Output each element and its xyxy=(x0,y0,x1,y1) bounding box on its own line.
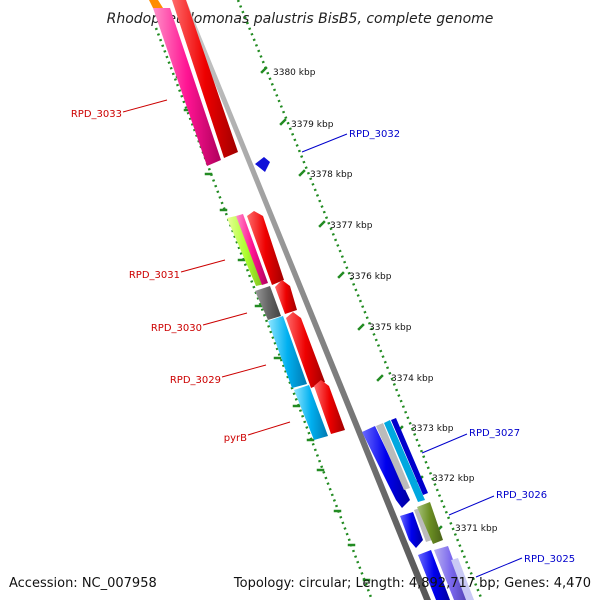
kbp-label: 3372 kbp xyxy=(432,474,475,484)
kbp-label: 3374 kbp xyxy=(391,374,434,384)
genome-summary-text: Topology: circular; Length: 4,892,717 bp… xyxy=(233,576,591,591)
kbp-label: 3377 kbp xyxy=(330,221,373,231)
accession-text: Accession: NC_007958 xyxy=(9,576,157,591)
gene-orange-segment xyxy=(149,0,163,8)
gene-label-rpd3027[interactable]: RPD_3027 xyxy=(469,428,520,439)
kbp-label: 3376 kbp xyxy=(349,272,392,282)
gene-label-rpd3029[interactable]: RPD_3029 xyxy=(170,375,221,386)
gene-rpd3032 xyxy=(255,157,270,172)
gene-label-pyrb[interactable]: pyrB xyxy=(224,433,247,444)
genome-backbone xyxy=(181,0,431,600)
kbp-label: 3379 kbp xyxy=(291,120,334,130)
gene-label-rpd3032[interactable]: RPD_3032 xyxy=(349,129,400,140)
genome-map: Rhodopseudomonas palustris BisB5, comple… xyxy=(0,0,600,600)
kbp-label: 3378 kbp xyxy=(310,170,353,180)
gene-label-rpd3033[interactable]: RPD_3033 xyxy=(71,109,122,120)
gene-label-rpd3025[interactable]: RPD_3025 xyxy=(524,554,575,565)
kbp-label: 3375 kbp xyxy=(369,323,412,333)
forward-gene-labels: RPD_3032 RPD_3027 RPD_3026 RPD_3025 xyxy=(302,129,575,577)
kbp-label: 3371 kbp xyxy=(455,524,498,534)
kbp-label: 3380 kbp xyxy=(273,68,316,78)
outer-dotted-ring xyxy=(156,28,372,600)
gene-label-rpd3026[interactable]: RPD_3026 xyxy=(496,490,547,501)
gene-label-rpd3030[interactable]: RPD_3030 xyxy=(151,323,202,334)
gene-label-rpd3031[interactable]: RPD_3031 xyxy=(129,270,180,281)
kbp-label: 3373 kbp xyxy=(411,424,454,434)
